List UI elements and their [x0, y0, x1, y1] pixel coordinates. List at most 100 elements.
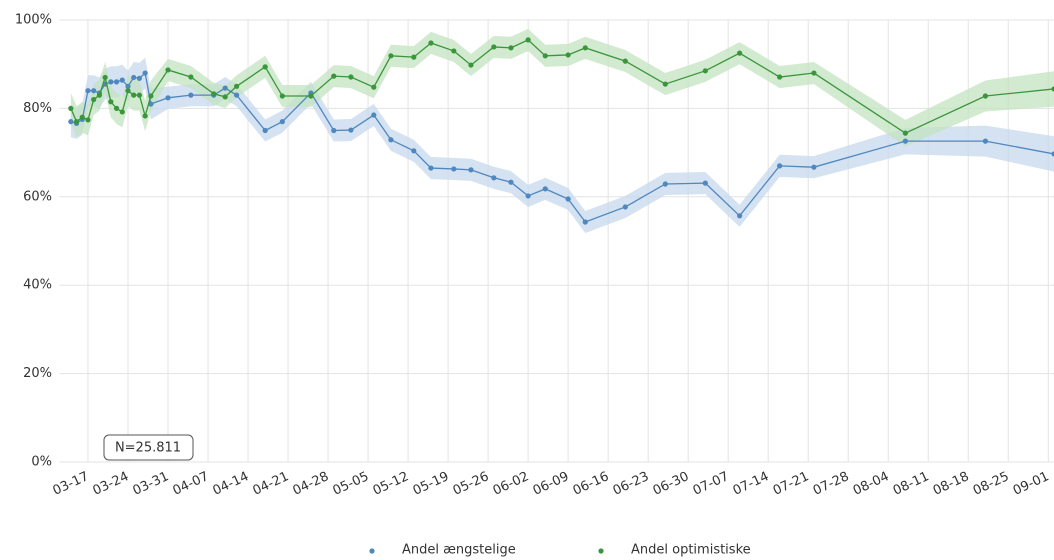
point [233, 83, 240, 89]
point [108, 79, 114, 85]
point [85, 88, 91, 94]
x-tick-label: 05-12 [371, 469, 412, 499]
point [491, 175, 497, 181]
point [113, 79, 120, 85]
point [188, 92, 194, 98]
point [702, 68, 708, 74]
point [411, 148, 417, 154]
point [113, 105, 120, 111]
x-tick-label: 05-26 [451, 469, 492, 499]
point [902, 138, 908, 144]
point [451, 166, 457, 172]
x-tick-label: 05-05 [331, 469, 372, 499]
point [468, 62, 474, 68]
point [142, 113, 148, 119]
point [662, 181, 668, 187]
point [222, 85, 228, 91]
x-tick-label: 08-04 [851, 469, 892, 499]
x-tick-label: 04-14 [211, 469, 252, 499]
point [542, 186, 548, 192]
x-tick-label: 08-11 [891, 469, 932, 499]
point [622, 58, 628, 64]
point [348, 74, 354, 80]
point [508, 45, 514, 51]
x-tick-label: 07-21 [771, 469, 812, 499]
x-tick-label: 04-21 [251, 469, 292, 499]
point [279, 119, 285, 125]
point [331, 73, 337, 79]
point [91, 88, 97, 94]
x-tick-label: 05-19 [411, 469, 452, 499]
point [565, 52, 571, 58]
x-tick-label: 06-23 [611, 469, 652, 499]
y-tick-label: 20% [23, 366, 52, 381]
point [811, 164, 817, 170]
y-tick-label: 100% [15, 13, 52, 28]
point [525, 193, 531, 199]
y-tick-label: 40% [23, 278, 52, 293]
point [702, 180, 708, 186]
point [348, 127, 354, 133]
point [1051, 86, 1054, 92]
point [451, 48, 457, 54]
point [331, 127, 337, 134]
point [119, 77, 125, 83]
x-tick-label: 06-09 [531, 469, 572, 499]
point [136, 92, 143, 98]
point [262, 127, 268, 134]
legend-label: Andel optimistiske [631, 543, 751, 558]
x-tick-label: 06-02 [491, 469, 532, 499]
point [902, 130, 908, 136]
point [565, 196, 571, 202]
x-tick-label: 08-25 [971, 469, 1012, 499]
x-tick-label: 09-01 [1011, 469, 1052, 499]
point [79, 114, 85, 120]
point [108, 99, 114, 105]
point [468, 167, 474, 173]
point [777, 163, 783, 169]
plot [68, 28, 1054, 234]
point [85, 117, 91, 123]
point [371, 112, 377, 118]
x-tick-label: 04-28 [291, 469, 332, 499]
point [142, 70, 148, 76]
y-tick-label: 0% [31, 455, 52, 470]
point [131, 92, 137, 98]
point [96, 92, 103, 98]
point [737, 50, 743, 56]
point [136, 75, 143, 81]
point [582, 219, 588, 225]
point [68, 105, 74, 111]
point [737, 213, 743, 219]
point [119, 109, 125, 115]
point [148, 93, 154, 99]
x-tick-label: 07-14 [731, 469, 772, 499]
point [125, 83, 131, 89]
confidence-band [70, 28, 1054, 147]
x-tick-label: 03-17 [51, 469, 92, 499]
x-tick-label: 06-30 [651, 469, 692, 499]
point [233, 92, 240, 98]
annotation: N=25.811 [115, 441, 181, 456]
point [662, 81, 668, 87]
point [982, 138, 989, 144]
point [777, 74, 783, 80]
x-tick-label: 03-31 [131, 469, 172, 499]
point [222, 94, 228, 100]
y-tick-label: 60% [23, 189, 52, 204]
grid: 0%20%40%60%80%100%03-17 03-24 03-31 04-07 04… [15, 13, 1054, 499]
point [279, 93, 285, 99]
point [811, 70, 817, 76]
x-tick-label: 07-07 [691, 469, 732, 499]
point [262, 64, 268, 70]
point [582, 45, 588, 51]
x-tick-label: 06-16 [571, 469, 612, 499]
series-line [70, 71, 1054, 223]
point [1051, 151, 1054, 157]
point [165, 67, 171, 73]
point [622, 204, 628, 210]
point [491, 44, 497, 50]
x-tick-label: 08-18 [931, 469, 972, 499]
